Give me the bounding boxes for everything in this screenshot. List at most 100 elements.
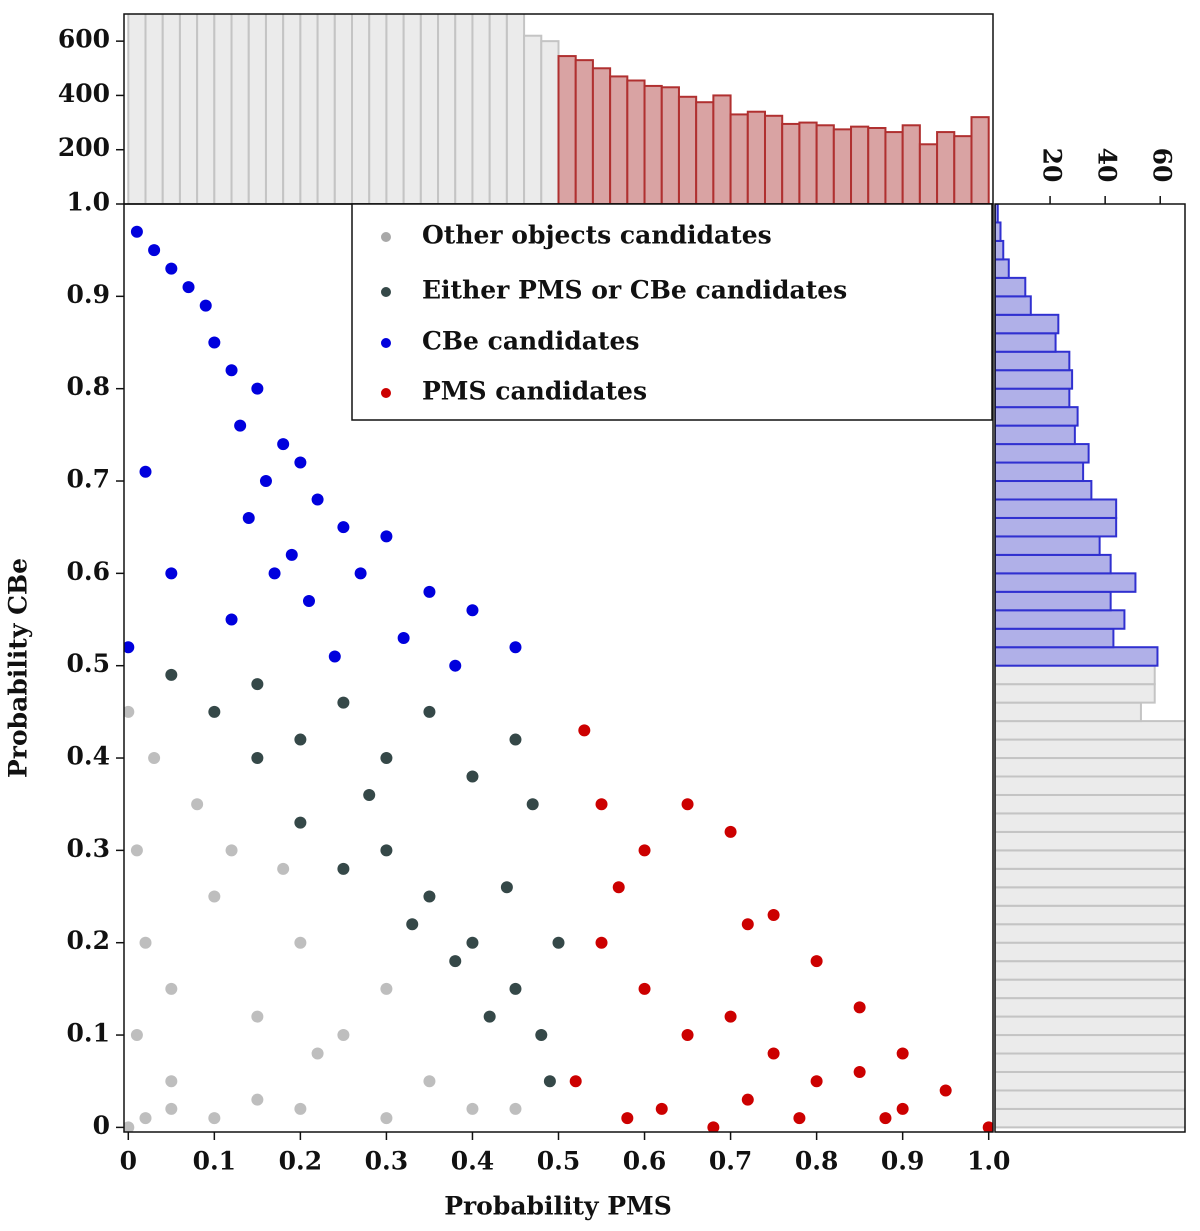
point — [406, 918, 419, 931]
bar — [995, 332, 1057, 353]
point — [423, 705, 436, 718]
bar — [333, 14, 354, 204]
x-tick-label: 0.4 — [451, 1147, 495, 1176]
y-tick-label: 1.0 — [67, 188, 111, 217]
bar — [299, 14, 319, 204]
bar — [867, 127, 887, 204]
y-tick-label: 0 — [93, 1111, 110, 1140]
point — [423, 1075, 436, 1088]
point — [294, 1102, 307, 1115]
point — [509, 641, 522, 654]
x-tick-label: 40 — [1093, 148, 1122, 183]
point — [234, 419, 247, 432]
bar — [815, 124, 835, 204]
point — [328, 650, 341, 663]
point — [139, 936, 152, 949]
bar — [995, 997, 1185, 1018]
point — [225, 613, 238, 626]
bar — [995, 738, 1185, 760]
point — [741, 918, 754, 931]
point — [165, 567, 178, 580]
point — [466, 604, 479, 617]
x-tick-label: 20 — [1038, 148, 1067, 183]
bar — [995, 480, 1093, 501]
bar — [918, 143, 939, 204]
point — [741, 1093, 754, 1106]
y-tick-label: 400 — [58, 79, 110, 108]
bar — [351, 14, 371, 204]
bar — [763, 114, 784, 204]
bar — [995, 535, 1101, 556]
point — [638, 844, 651, 857]
scatter-area — [124, 225, 993, 1132]
top-histogram — [127, 14, 990, 204]
bar — [995, 276, 1027, 298]
bar — [995, 1107, 1185, 1129]
point — [311, 493, 324, 506]
bar — [264, 14, 285, 204]
point — [380, 530, 393, 543]
point — [277, 862, 290, 875]
bar — [995, 609, 1126, 630]
bar — [995, 664, 1156, 686]
x-tick-label: 0.1 — [193, 1147, 237, 1176]
point — [595, 936, 608, 949]
bar — [505, 14, 526, 204]
point — [251, 1010, 264, 1023]
bar — [884, 131, 904, 204]
point — [259, 475, 272, 488]
y-tick-label: 0.1 — [67, 1019, 111, 1048]
point — [165, 982, 178, 995]
bar — [995, 886, 1185, 907]
point — [294, 733, 307, 746]
point — [397, 631, 410, 644]
bar — [995, 258, 1010, 279]
axes: 0 0.1 0.2 0.3 0.4 0.5 0.6 0.7 0.8 0.9 1.0 0 0.1 0.2 0.… — [58, 25, 1177, 1176]
bar — [402, 14, 422, 204]
point — [655, 1102, 668, 1115]
point — [595, 798, 608, 811]
point — [294, 816, 307, 829]
bar — [995, 1052, 1185, 1073]
point — [810, 955, 823, 968]
bar — [798, 121, 818, 204]
point — [449, 659, 462, 672]
point — [552, 936, 565, 949]
point — [681, 798, 694, 811]
x-tick-label: 0.9 — [881, 1147, 925, 1176]
point — [853, 1001, 866, 1014]
bar — [995, 904, 1185, 926]
point — [337, 1029, 350, 1042]
point — [578, 724, 591, 737]
bar — [695, 101, 715, 204]
point — [724, 1010, 737, 1023]
point — [982, 1121, 993, 1132]
point — [182, 281, 195, 294]
bar — [995, 1034, 1185, 1055]
bar — [316, 14, 336, 204]
bar — [178, 14, 199, 204]
point — [139, 465, 152, 478]
point — [767, 909, 780, 922]
legend-label: Other objects candidates — [422, 221, 772, 250]
bar — [609, 75, 629, 204]
x-axis-label: Probability PMS — [444, 1192, 672, 1221]
point — [208, 890, 221, 903]
bar — [995, 793, 1185, 815]
point — [621, 1112, 634, 1125]
point — [251, 678, 264, 691]
x-tick-label: 60 — [1148, 148, 1177, 183]
point — [165, 1075, 178, 1088]
bar — [995, 221, 1002, 242]
bar — [970, 116, 990, 204]
point — [380, 1112, 393, 1125]
bar — [161, 14, 181, 204]
bar — [995, 350, 1071, 372]
bar — [995, 443, 1090, 464]
bar — [995, 295, 1032, 316]
legend-box — [351, 203, 993, 421]
point — [509, 733, 522, 746]
bar — [995, 516, 1118, 538]
bar — [995, 387, 1071, 409]
